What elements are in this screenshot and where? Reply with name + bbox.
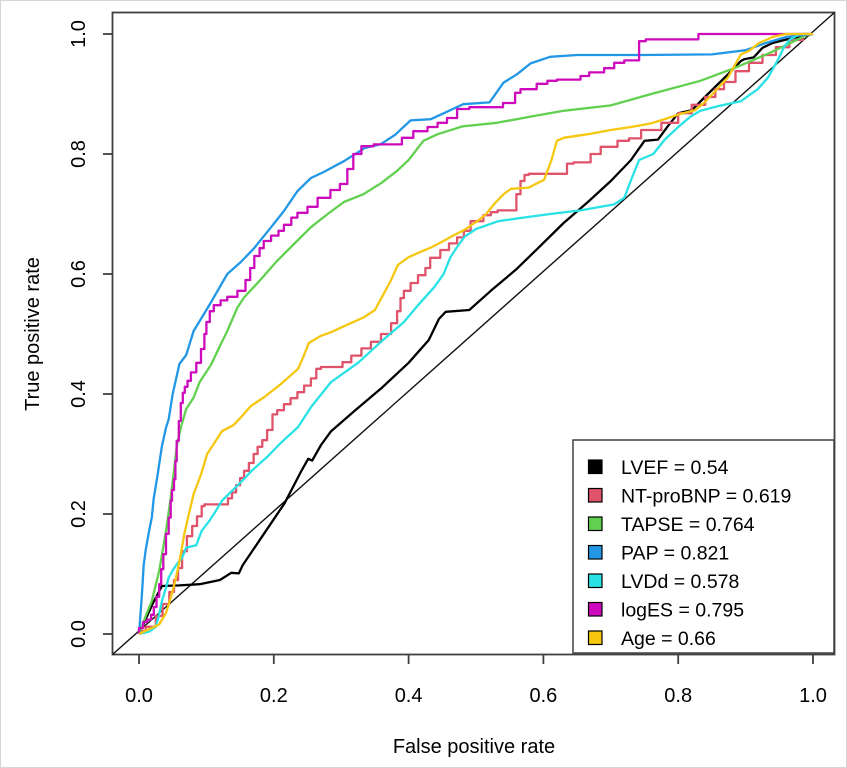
legend-item-lvdd: LVDd = 0.578: [587, 571, 739, 593]
legend-item-loges: logES = 0.795: [587, 600, 744, 622]
x-tick-label: 0.2: [260, 685, 288, 707]
legend-swatch-nt-probnp: [587, 487, 603, 503]
legend-swatch-loges: [587, 601, 603, 617]
x-axis-ticks: [138, 654, 814, 664]
legend-label-tapse: TAPSE = 0.764: [621, 514, 755, 536]
legend-item-lvef: LVEF = 0.54: [587, 457, 729, 479]
legend-label-lvdd: LVDd = 0.578: [621, 571, 739, 593]
plot-border: [111, 11, 836, 656]
y-axis-tick-labels: 0.0 0.2 0.4 0.6 0.8 1.0: [68, 20, 90, 648]
legend-item-pap: PAP = 0.821: [587, 543, 729, 565]
y-tick-label: 0.8: [68, 140, 90, 168]
x-tick-label: 0.8: [664, 685, 692, 707]
legend-swatch-lvef: [587, 459, 603, 475]
legend-border: [572, 439, 835, 654]
x-tick-label: 0.6: [529, 685, 557, 707]
x-axis-title: False positive rate: [393, 736, 555, 758]
x-tick-label: 0.0: [125, 685, 153, 707]
y-axis-title: True positive rate: [22, 257, 44, 411]
legend-item-tapse: TAPSE = 0.764: [587, 514, 755, 536]
roc-curve-PAP: [137, 32, 814, 635]
roc-curve-Age: [138, 32, 813, 636]
y-tick-label: 1.0: [68, 20, 90, 48]
legend-item-age: Age = 0.66: [587, 628, 716, 650]
x-tick-label: 1.0: [799, 685, 827, 707]
legend-swatch-age: [587, 630, 603, 646]
legend-swatch-pap: [587, 544, 603, 560]
legend-swatch-tapse: [587, 516, 603, 532]
y-tick-label: 0.6: [68, 260, 90, 288]
roc-curve-LVEF: [137, 32, 814, 635]
legend-label-lvef: LVEF = 0.54: [621, 457, 729, 479]
roc-curve-LVDd: [138, 32, 813, 636]
y-axis-ticks: [103, 33, 113, 635]
x-tick-label: 0.4: [395, 685, 423, 707]
roc-curve-logES: [137, 32, 813, 634]
legend-swatch-lvdd: [587, 573, 603, 589]
legend-label-age: Age = 0.66: [621, 628, 716, 650]
y-tick-label: 0.2: [68, 500, 90, 528]
roc-curve-NT-proBNP: [137, 32, 813, 634]
legend-label-pap: PAP = 0.821: [621, 543, 729, 565]
y-tick-label: 0.4: [68, 380, 90, 408]
legend-label-nt-probnp: NT-proBNP = 0.619: [621, 486, 791, 508]
legend-item-nt-probnp: NT-proBNP = 0.619: [587, 486, 791, 508]
x-axis-tick-labels: 0.0 0.2 0.4 0.6 0.8 1.0: [125, 685, 827, 707]
y-tick-label: 0.0: [68, 620, 90, 648]
roc-curves: [137, 32, 814, 636]
legend-label-loges: logES = 0.795: [621, 600, 744, 622]
legend-box: LVEF = 0.54 NT-proBNP = 0.619 TAPSE = 0.…: [572, 439, 835, 654]
reference-diagonal-line: [112, 11, 835, 656]
